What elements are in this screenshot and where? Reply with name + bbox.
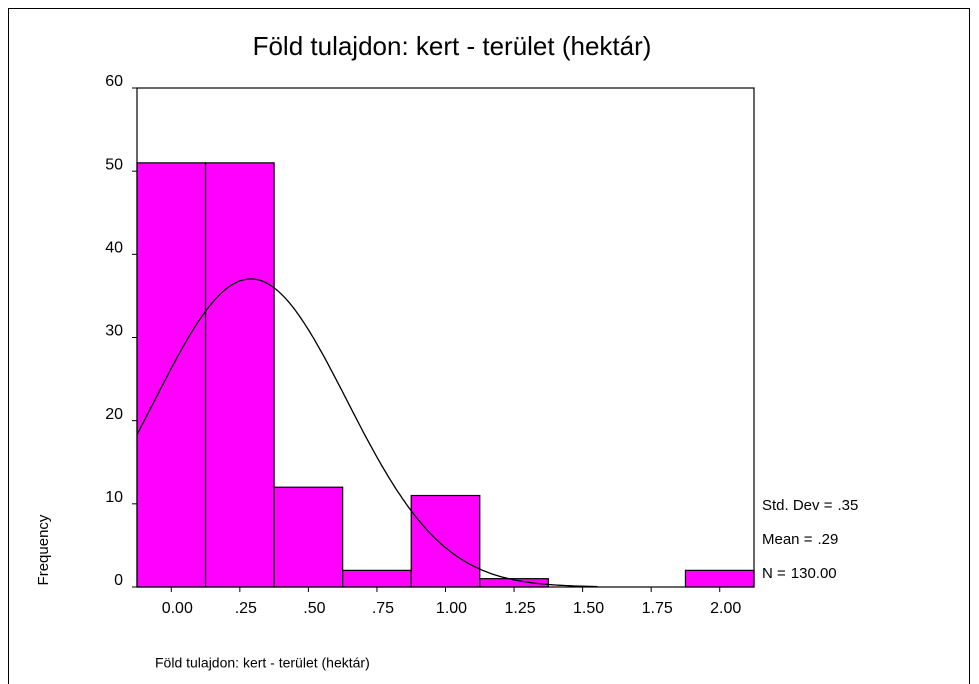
stat-label: N = [762, 565, 786, 582]
bar [684, 569, 755, 588]
y-axis-label: Frequency [35, 514, 52, 585]
stat-value: 130.00 [791, 565, 837, 582]
normal-curve [136, 278, 598, 588]
bar [273, 486, 344, 588]
y-tick-label: 50 [105, 156, 123, 173]
bar [410, 494, 481, 588]
x-tick-label: 1.25 [504, 600, 535, 617]
y-tick-label: 60 [105, 73, 123, 90]
y-tick-label: 40 [105, 240, 123, 257]
bar [204, 162, 275, 588]
x-tick-label: .25 [235, 600, 257, 617]
x-tick-label: .50 [303, 600, 325, 617]
stat-value: .35 [837, 497, 858, 514]
x-tick-label: 1.50 [573, 600, 604, 617]
y-tick-label: 0 [114, 572, 123, 589]
y-tick-label: 10 [105, 489, 123, 506]
stat-label: Std. Dev = [762, 497, 833, 514]
chart-title: Föld tulajdon: kert - terület (hektár) [253, 31, 652, 61]
x-tick-label: 1.75 [642, 600, 673, 617]
x-tick-label: 1.00 [436, 600, 467, 617]
x-tick-label: .75 [372, 600, 394, 617]
frame [8, 8, 970, 684]
x-axis-label: Föld tulajdon: kert - terület (hektár) [155, 655, 370, 671]
bar [342, 569, 412, 588]
x-tick-label: 0.00 [162, 600, 193, 617]
stat-annotation: Std. Dev = .35 [762, 497, 858, 514]
y-tick-label: 20 [105, 406, 123, 423]
stat-annotation: N = 130.00 [762, 565, 837, 582]
bar [136, 162, 207, 588]
stat-label: Mean = [762, 531, 813, 548]
stat-annotation: Mean = .29 [762, 531, 838, 548]
stat-value: .29 [817, 531, 838, 548]
x-tick-label: 2.00 [710, 600, 741, 617]
y-tick-label: 30 [105, 323, 123, 340]
